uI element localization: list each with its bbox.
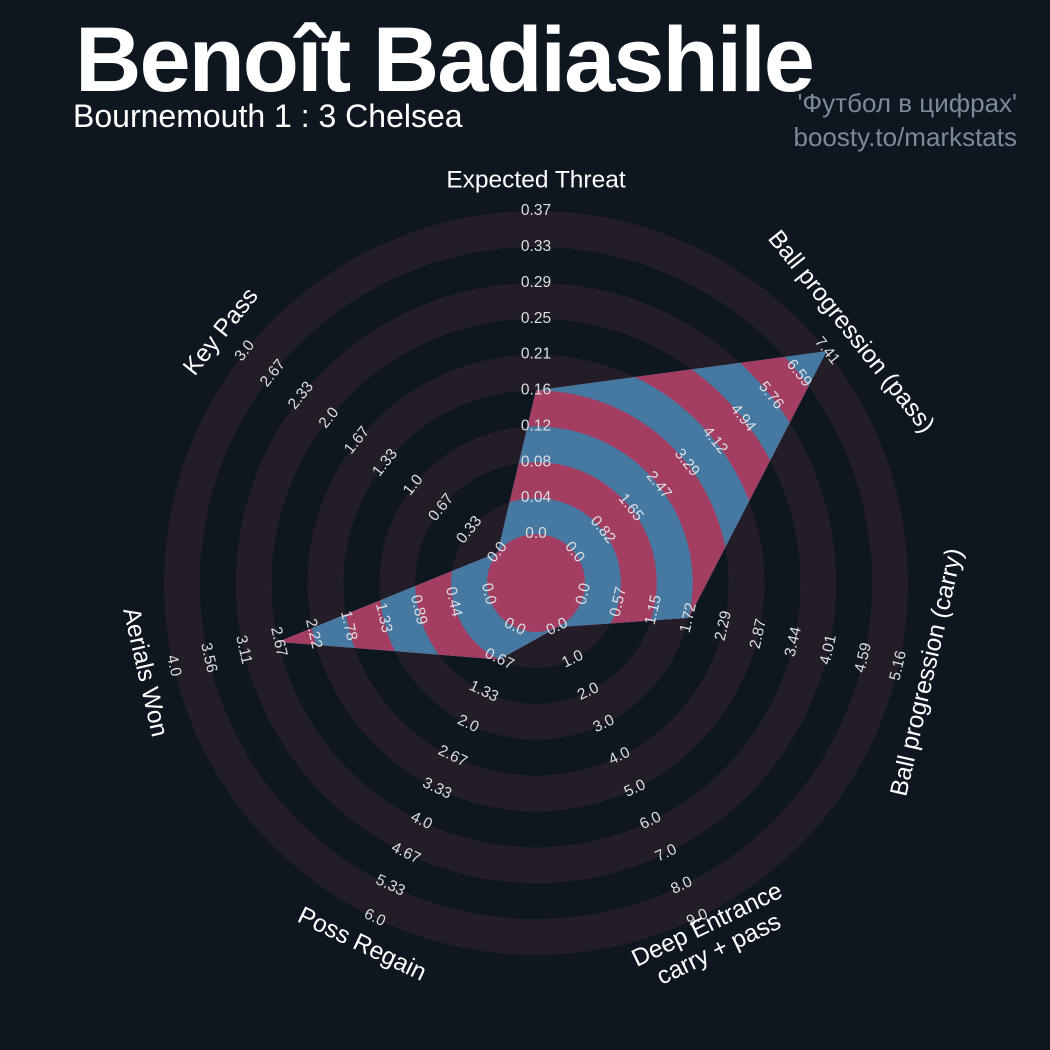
svg-text:Aerials Won: Aerials Won [117,605,173,739]
svg-text:0.25: 0.25 [521,310,551,327]
svg-text:0.04: 0.04 [521,489,552,506]
svg-text:0.08: 0.08 [521,453,551,470]
svg-text:0.0: 0.0 [525,525,547,542]
svg-text:0.12: 0.12 [521,417,551,434]
svg-text:0.37: 0.37 [521,202,551,219]
svg-text:0.29: 0.29 [521,274,551,291]
svg-text:0.33: 0.33 [521,238,551,255]
svg-text:0.16: 0.16 [521,382,551,399]
svg-text:4.0: 4.0 [163,653,184,678]
svg-text:Expected Threat: Expected Threat [446,166,626,193]
svg-text:0.21: 0.21 [521,346,551,363]
